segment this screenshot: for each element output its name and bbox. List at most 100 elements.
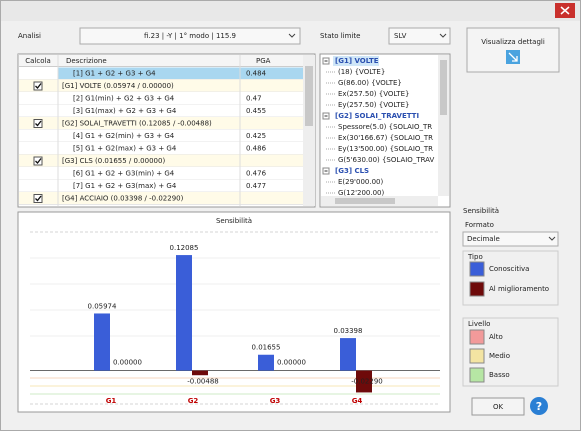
scroll-thumb[interactable] bbox=[335, 198, 395, 204]
legend-label: Al miglioramento bbox=[489, 285, 549, 293]
legend-swatch bbox=[469, 261, 485, 277]
description-cell: [1] G1 + G2 + G3 + G4 bbox=[73, 69, 156, 77]
formato-value: Decimale bbox=[467, 235, 500, 243]
checkbox[interactable] bbox=[33, 156, 43, 166]
scrollbar[interactable] bbox=[438, 55, 449, 196]
tree-selection bbox=[333, 56, 379, 66]
level-swatch bbox=[469, 329, 485, 345]
livello-group bbox=[462, 317, 559, 387]
tree-item: Ey(257.50) {VOLTE} bbox=[338, 101, 409, 109]
row-selection bbox=[58, 67, 303, 79]
table-row bbox=[19, 142, 303, 155]
pga-cell: 0.484 bbox=[246, 69, 267, 77]
analisi-label: Analisi bbox=[18, 32, 41, 40]
close-icon bbox=[560, 6, 570, 15]
livello-label: Livello bbox=[468, 320, 490, 328]
stato-label: Stato limite bbox=[320, 32, 360, 40]
checkmark bbox=[35, 158, 42, 164]
level-swatch bbox=[469, 348, 485, 364]
checkbox[interactable] bbox=[33, 194, 43, 203]
pga-cell: 0.455 bbox=[246, 107, 266, 115]
select-arrow bbox=[288, 33, 296, 38]
table-row bbox=[19, 117, 303, 130]
category-label: G1 bbox=[106, 397, 117, 405]
formato-select[interactable] bbox=[462, 231, 559, 247]
description-cell: [G3] CLS (0.01655 / 0.00000) bbox=[62, 157, 165, 165]
tree: [G1] VOLTE (18) {VOLTE} G(86.00) {VOLTE} Ex… bbox=[322, 56, 435, 196]
tipo-label: Tipo bbox=[467, 253, 483, 261]
description-cell: [3] G1(max) + G2 + G3 + G4 bbox=[73, 107, 177, 115]
value-label: -0.02290 bbox=[351, 378, 382, 386]
tree-group: [G2] SOLAI_TRAVETTI bbox=[335, 112, 419, 120]
level-label: Alto bbox=[489, 333, 503, 341]
checkbox[interactable] bbox=[33, 119, 43, 128]
combination-table: Calcola Descrizione PGA [1] G1 + G2 + G3… bbox=[17, 53, 316, 208]
tree-item: Ey(13'500.00) {SOLAIO_TR bbox=[338, 145, 433, 153]
ok-button[interactable] bbox=[471, 397, 525, 416]
checkmark bbox=[35, 120, 42, 127]
scroll-thumb[interactable] bbox=[305, 66, 313, 126]
description-cell: [G2] SOLAI_TRAVETTI (0.12085 / -0.00488) bbox=[62, 119, 212, 127]
side-panel: Conoscitiva Al miglioramento Alto Medio Bass… bbox=[469, 261, 549, 383]
header-cell: Descrizione bbox=[66, 57, 107, 65]
stato-select[interactable] bbox=[388, 27, 451, 45]
header-cell: PGA bbox=[256, 57, 271, 65]
table-row bbox=[19, 167, 303, 180]
value-label: 0.01655 bbox=[252, 344, 281, 352]
table-row bbox=[19, 104, 303, 117]
help-label: ? bbox=[536, 400, 542, 413]
description-cell: [G4] ACCIAIO (0.03398 / -0.02290) bbox=[62, 194, 184, 202]
description-cell: [7] G1 + G2 + G3(max) + G4 bbox=[73, 182, 177, 190]
tipo-group bbox=[462, 250, 559, 306]
title-bar bbox=[1, 1, 580, 21]
tree-group: [G3] CLS bbox=[335, 167, 369, 175]
stato-value: SLV bbox=[394, 32, 407, 40]
legend-swatch bbox=[469, 281, 485, 297]
pga-cell: 0.476 bbox=[246, 169, 267, 177]
category-label: G4 bbox=[352, 397, 363, 405]
select-arrow bbox=[548, 236, 556, 241]
table-row bbox=[19, 154, 303, 167]
level-swatch bbox=[469, 367, 485, 383]
tree-item: Ex(257.50) {VOLTE} bbox=[338, 90, 409, 98]
pga-cell: 0.477 bbox=[246, 182, 266, 190]
pga-cell: 0.486 bbox=[246, 144, 267, 152]
description-cell: [6] G1 + G2 + G3(min) + G4 bbox=[73, 169, 175, 177]
table-row bbox=[19, 179, 303, 192]
table-row bbox=[19, 129, 303, 142]
checkbox[interactable] bbox=[33, 81, 43, 91]
table-row bbox=[19, 79, 303, 92]
details-label: Visualizza dettagli bbox=[481, 38, 545, 46]
description-cell: [2] G1(min) + G2 + G3 + G4 bbox=[73, 94, 175, 102]
select-arrow bbox=[439, 33, 447, 38]
bar bbox=[94, 313, 110, 371]
description-cell: [4] G1 + G2(min) + G3 + G4 bbox=[73, 132, 175, 140]
ok-label: OK bbox=[493, 403, 504, 411]
bar bbox=[192, 370, 208, 376]
analisi-select[interactable] bbox=[79, 27, 301, 45]
help-button[interactable] bbox=[530, 397, 548, 415]
pga-cell: 0.47 bbox=[246, 94, 262, 102]
details-icon-arrow bbox=[508, 52, 518, 62]
category-label: G3 bbox=[270, 397, 281, 405]
tree-item: E(29'000.00) bbox=[338, 178, 383, 186]
tree-item: G(86.00) {VOLTE} bbox=[338, 79, 402, 87]
description-cell: [G1] VOLTE (0.05974 / 0.00000) bbox=[62, 82, 174, 90]
header-cell: Calcola bbox=[25, 57, 51, 65]
bar bbox=[356, 370, 372, 393]
chart: G1 0.05974 0.00000 G2 0.12085 -0.00488 G3 0.016… bbox=[30, 244, 440, 405]
value-label: -0.00488 bbox=[187, 378, 218, 386]
value-label: 0.03398 bbox=[334, 327, 363, 335]
side-title: Sensibilità bbox=[463, 207, 499, 215]
description-cell: [5] G1 + G2(max) + G3 + G4 bbox=[73, 144, 177, 152]
category-label: G2 bbox=[188, 397, 199, 405]
value-label: 0.00000 bbox=[277, 359, 306, 367]
analisi-value: fi.23 | -Y | 1° modo | 115.9 bbox=[144, 32, 236, 40]
checkmark bbox=[35, 83, 42, 89]
value-label: 0.12085 bbox=[170, 244, 199, 252]
tree-item: (18) {VOLTE} bbox=[338, 68, 385, 76]
table-row bbox=[19, 192, 303, 205]
bar bbox=[340, 338, 356, 371]
scroll-thumb[interactable] bbox=[440, 60, 447, 115]
